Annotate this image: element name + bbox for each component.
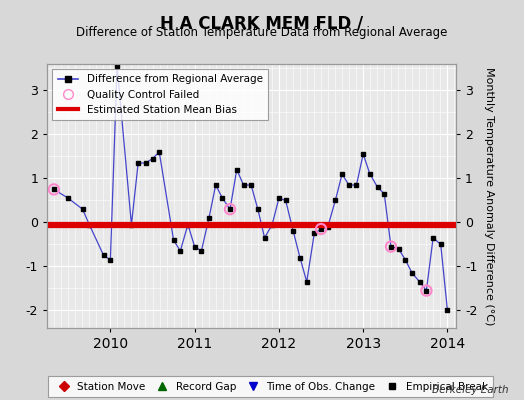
Point (387, 243, 395, 250)
Text: H A CLARK MEM FLD /: H A CLARK MEM FLD / (160, 14, 364, 32)
Point (422, 287, 431, 294)
Y-axis label: Monthly Temperature Anomaly Difference (°C): Monthly Temperature Anomaly Difference (… (484, 67, 494, 325)
Text: Difference of Station Temperature Data from Regional Average: Difference of Station Temperature Data f… (77, 26, 447, 39)
Point (226, 206, 234, 212)
Point (50, 186, 58, 192)
Legend: Station Move, Record Gap, Time of Obs. Change, Empirical Break: Station Move, Record Gap, Time of Obs. C… (48, 376, 493, 397)
Text: Berkeley Earth: Berkeley Earth (432, 385, 508, 395)
Point (317, 226, 325, 232)
